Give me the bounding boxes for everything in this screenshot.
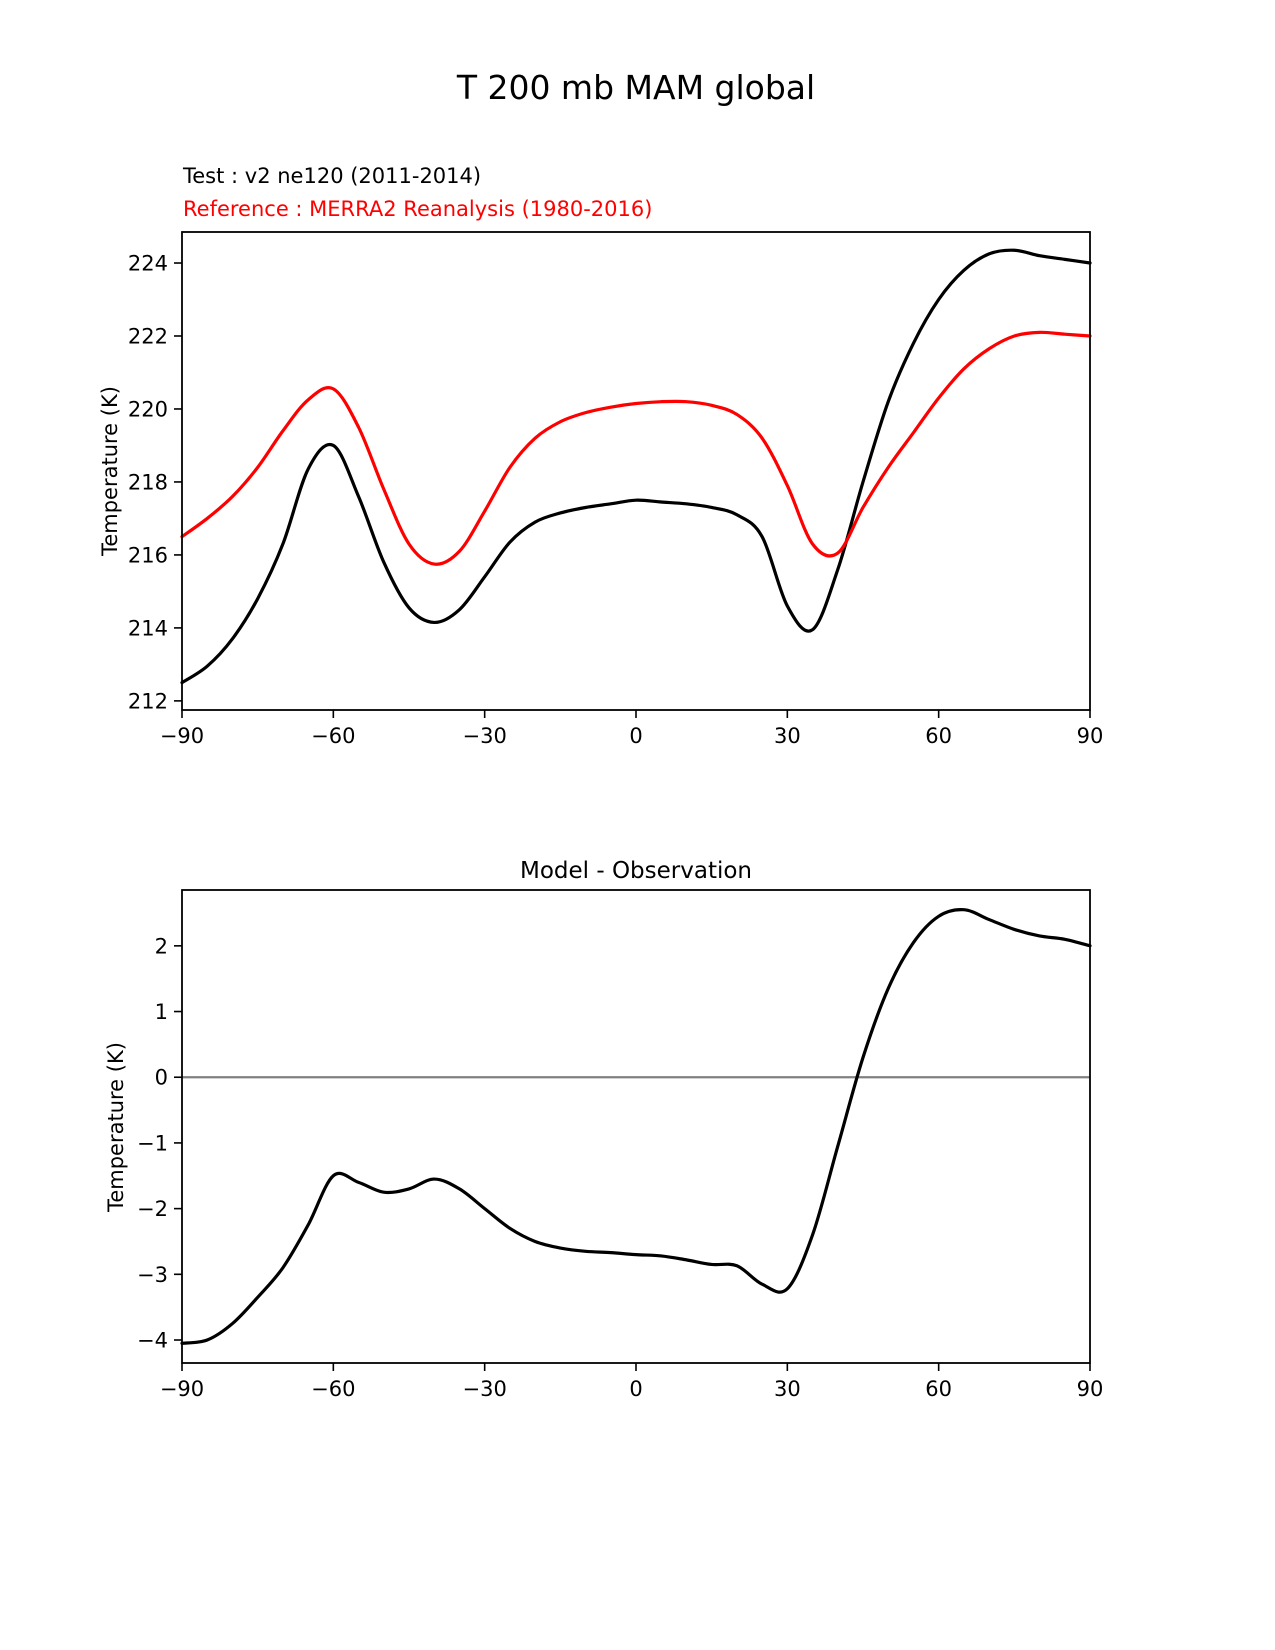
x-tick-label: 30 [774, 1377, 801, 1401]
axes-frame [181, 889, 1091, 1364]
series-line-0-0 [180, 248, 1092, 685]
x-tick-label: 60 [925, 724, 952, 748]
series-line-0-1 [180, 330, 1092, 566]
legend-reference-label: Reference : MERRA2 Reanalysis (1980-2016… [183, 197, 653, 221]
y-tick-label: 2 [155, 934, 168, 958]
x-tick-label: 90 [1077, 1377, 1104, 1401]
y-tick-label: 220 [128, 397, 168, 421]
bottom-chart-ylabel: Temperature (K) [104, 1042, 128, 1212]
y-tick-label: 1 [155, 1000, 168, 1024]
x-tick-label: −30 [463, 724, 507, 748]
y-tick-label: 212 [128, 689, 168, 713]
axes-frame [181, 231, 1091, 711]
y-tick-label: −2 [137, 1197, 168, 1221]
x-tick-label: −90 [160, 1377, 204, 1401]
top-chart-ylabel: Temperature (K) [98, 386, 122, 556]
y-tick-label: −3 [137, 1263, 168, 1287]
x-tick-label: −90 [160, 724, 204, 748]
x-tick-label: 0 [629, 1377, 642, 1401]
y-tick-label: −4 [137, 1329, 168, 1353]
y-tick-label: 216 [128, 543, 168, 567]
series-line-1-0 [180, 908, 1092, 1345]
y-tick-label: 214 [128, 616, 168, 640]
y-tick-label: 218 [128, 470, 168, 494]
x-tick-label: 0 [629, 724, 642, 748]
x-tick-label: −60 [311, 1377, 355, 1401]
x-tick-label: 30 [774, 724, 801, 748]
y-tick-label: 224 [128, 252, 168, 276]
y-tick-label: −1 [137, 1131, 168, 1155]
figure-title: T 200 mb MAM global [456, 68, 816, 107]
bottom-chart-title: Model - Observation [519, 858, 753, 884]
y-tick-label: 222 [128, 324, 168, 348]
x-tick-label: 60 [925, 1377, 952, 1401]
x-tick-label: −60 [311, 724, 355, 748]
y-tick-label: 0 [155, 1066, 168, 1090]
x-tick-label: 90 [1077, 724, 1104, 748]
x-tick-label: −30 [463, 1377, 507, 1401]
legend-test-label: Test : v2 ne120 (2011-2014) [183, 164, 482, 188]
